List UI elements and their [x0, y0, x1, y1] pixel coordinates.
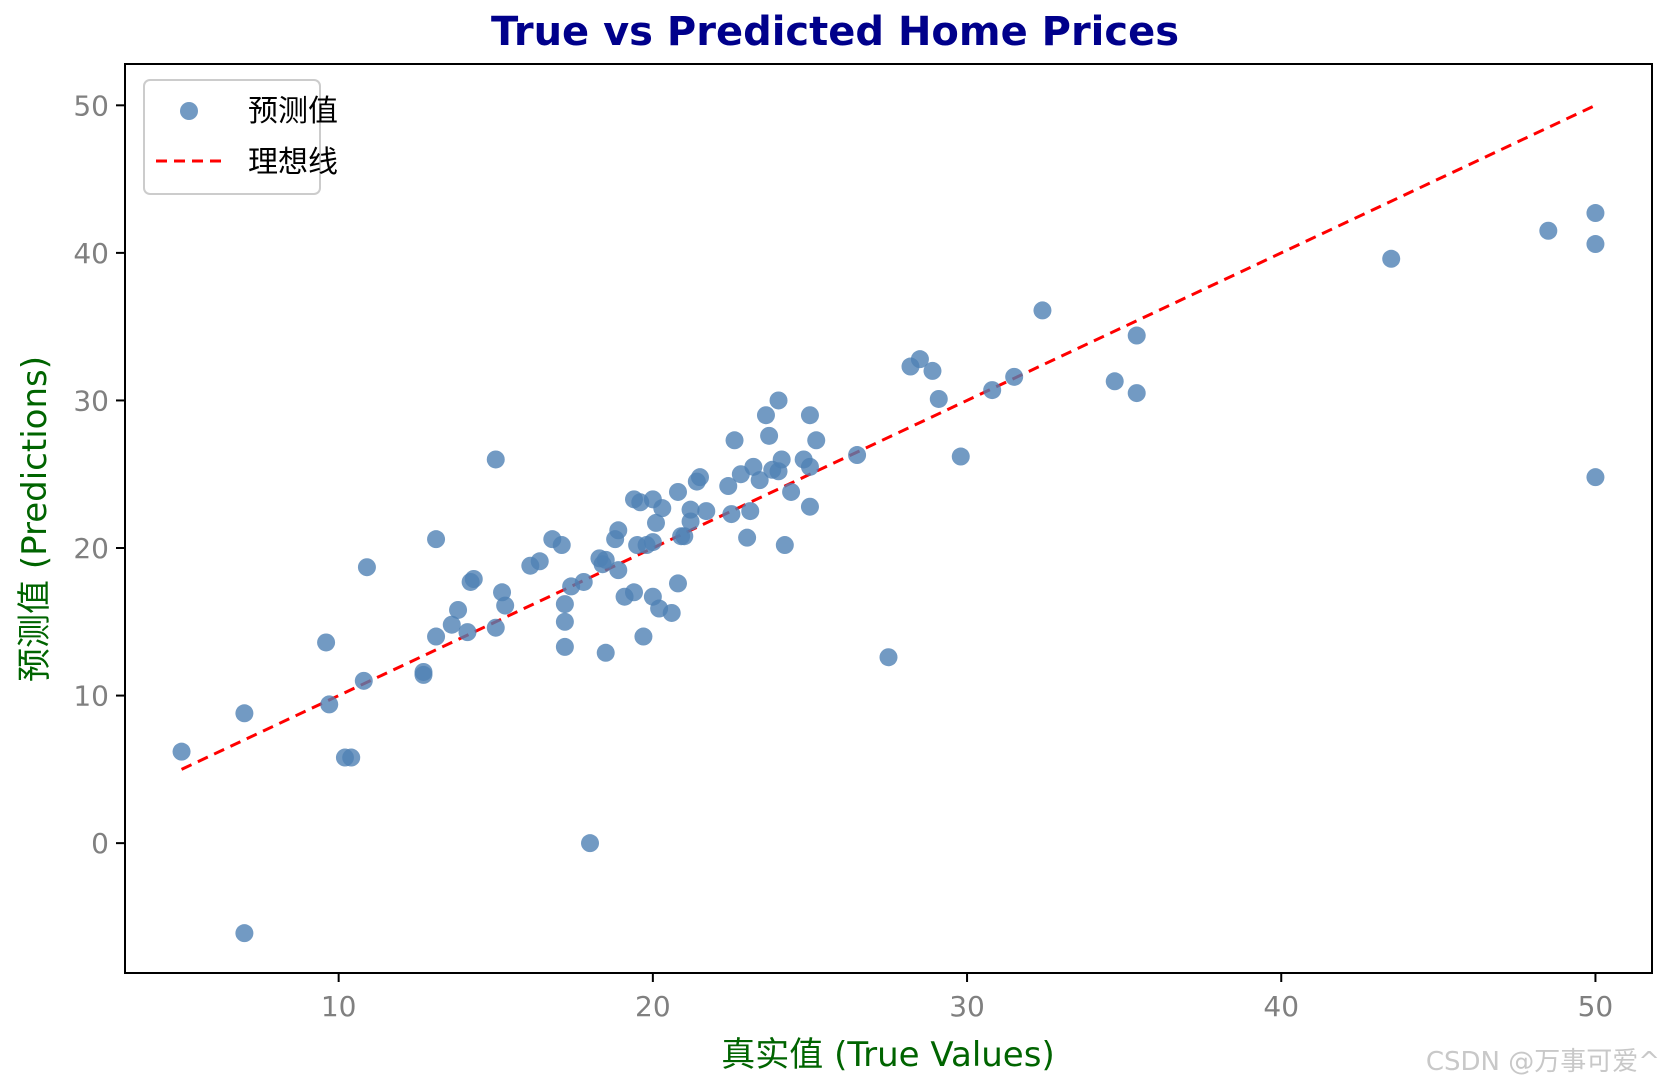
data-point	[668, 574, 687, 593]
data-point	[555, 612, 574, 631]
data-point	[725, 431, 744, 450]
data-point	[750, 471, 769, 490]
data-point	[983, 381, 1002, 400]
data-point	[464, 570, 483, 589]
data-point	[1033, 301, 1052, 320]
x-tick-label: 50	[1578, 990, 1614, 1023]
x-tick-label: 20	[635, 990, 671, 1023]
chart-title: True vs Predicted Home Prices	[491, 9, 1179, 55]
data-point	[653, 499, 672, 518]
data-point	[625, 583, 643, 602]
y-tick-label: 0	[91, 827, 109, 860]
x-axis-label: 真实值 (True Values)	[721, 1035, 1054, 1075]
data-point	[643, 533, 662, 552]
data-point	[486, 618, 505, 637]
data-point	[1105, 372, 1124, 391]
data-point	[1539, 221, 1558, 240]
data-point	[486, 450, 505, 469]
data-point	[800, 497, 819, 516]
data-point	[357, 558, 376, 577]
data-point	[235, 704, 254, 723]
legend-label-line: 理想线	[248, 145, 338, 180]
data-point	[320, 695, 339, 714]
data-point	[1005, 367, 1024, 386]
data-point	[555, 595, 574, 614]
data-point	[581, 834, 600, 853]
data-point	[427, 530, 446, 549]
data-point	[772, 450, 791, 469]
data-point	[910, 350, 929, 369]
data-point	[848, 446, 867, 465]
data-point	[574, 572, 593, 591]
data-point	[741, 502, 760, 521]
data-point	[596, 643, 615, 662]
data-point	[690, 468, 709, 487]
ideal-line	[180, 103, 1597, 771]
data-point	[681, 512, 700, 531]
data-point	[235, 924, 254, 943]
data-point	[929, 389, 948, 408]
plot-frame	[124, 63, 1653, 974]
data-point	[427, 627, 446, 646]
legend-label-points: 预测值	[248, 94, 338, 129]
data-point	[449, 600, 468, 619]
data-point	[879, 648, 898, 667]
data-point	[530, 552, 549, 571]
data-point	[807, 431, 826, 450]
data-point	[172, 742, 191, 761]
x-axis-ticks: 10 20 30 40 50	[321, 973, 1613, 1023]
y-tick-label: 40	[73, 237, 109, 270]
y-tick-label: 30	[73, 384, 109, 417]
data-point	[1586, 204, 1605, 223]
data-point	[1382, 249, 1401, 268]
data-point	[675, 527, 694, 546]
data-point	[719, 477, 738, 496]
data-point	[354, 671, 373, 690]
y-tick-label: 50	[73, 89, 109, 122]
y-tick-label: 20	[73, 532, 109, 565]
data-point	[342, 748, 361, 767]
legend-marker-points	[180, 102, 198, 120]
data-point	[923, 361, 942, 380]
data-point	[596, 550, 615, 569]
y-axis-ticks: 0 10 20 30 40 50	[73, 89, 125, 860]
data-point	[1127, 326, 1146, 345]
data-point	[458, 623, 477, 642]
data-point	[552, 536, 571, 555]
x-tick-label: 10	[321, 990, 357, 1023]
data-point	[414, 665, 433, 684]
data-point	[1127, 384, 1146, 403]
data-point	[722, 505, 741, 524]
data-point	[756, 406, 775, 425]
x-tick-label: 40	[1263, 990, 1299, 1023]
data-point	[1586, 468, 1605, 487]
x-tick-label: 30	[949, 990, 985, 1023]
data-points	[172, 204, 1605, 943]
data-point	[951, 447, 970, 466]
data-point	[609, 521, 628, 540]
data-point	[782, 482, 801, 501]
y-tick-label: 10	[73, 680, 109, 713]
data-point	[769, 391, 788, 410]
data-point	[317, 633, 336, 652]
data-point	[800, 457, 819, 476]
data-point	[1586, 235, 1605, 254]
data-point	[662, 603, 681, 622]
data-point	[634, 627, 653, 646]
data-point	[697, 502, 716, 521]
data-point	[800, 406, 819, 425]
data-point	[555, 637, 574, 656]
data-point	[646, 513, 665, 532]
y-axis-label: 预测值 (Predictions)	[15, 356, 55, 682]
data-point	[442, 615, 461, 634]
data-point	[609, 561, 628, 580]
data-point	[738, 528, 757, 547]
data-point	[496, 596, 515, 615]
data-point	[760, 426, 779, 445]
legend: 预测值 理想线	[143, 79, 338, 195]
watermark: CSDN @万事可爱^	[1426, 1047, 1660, 1077]
data-point	[775, 536, 794, 555]
data-point	[668, 482, 687, 501]
